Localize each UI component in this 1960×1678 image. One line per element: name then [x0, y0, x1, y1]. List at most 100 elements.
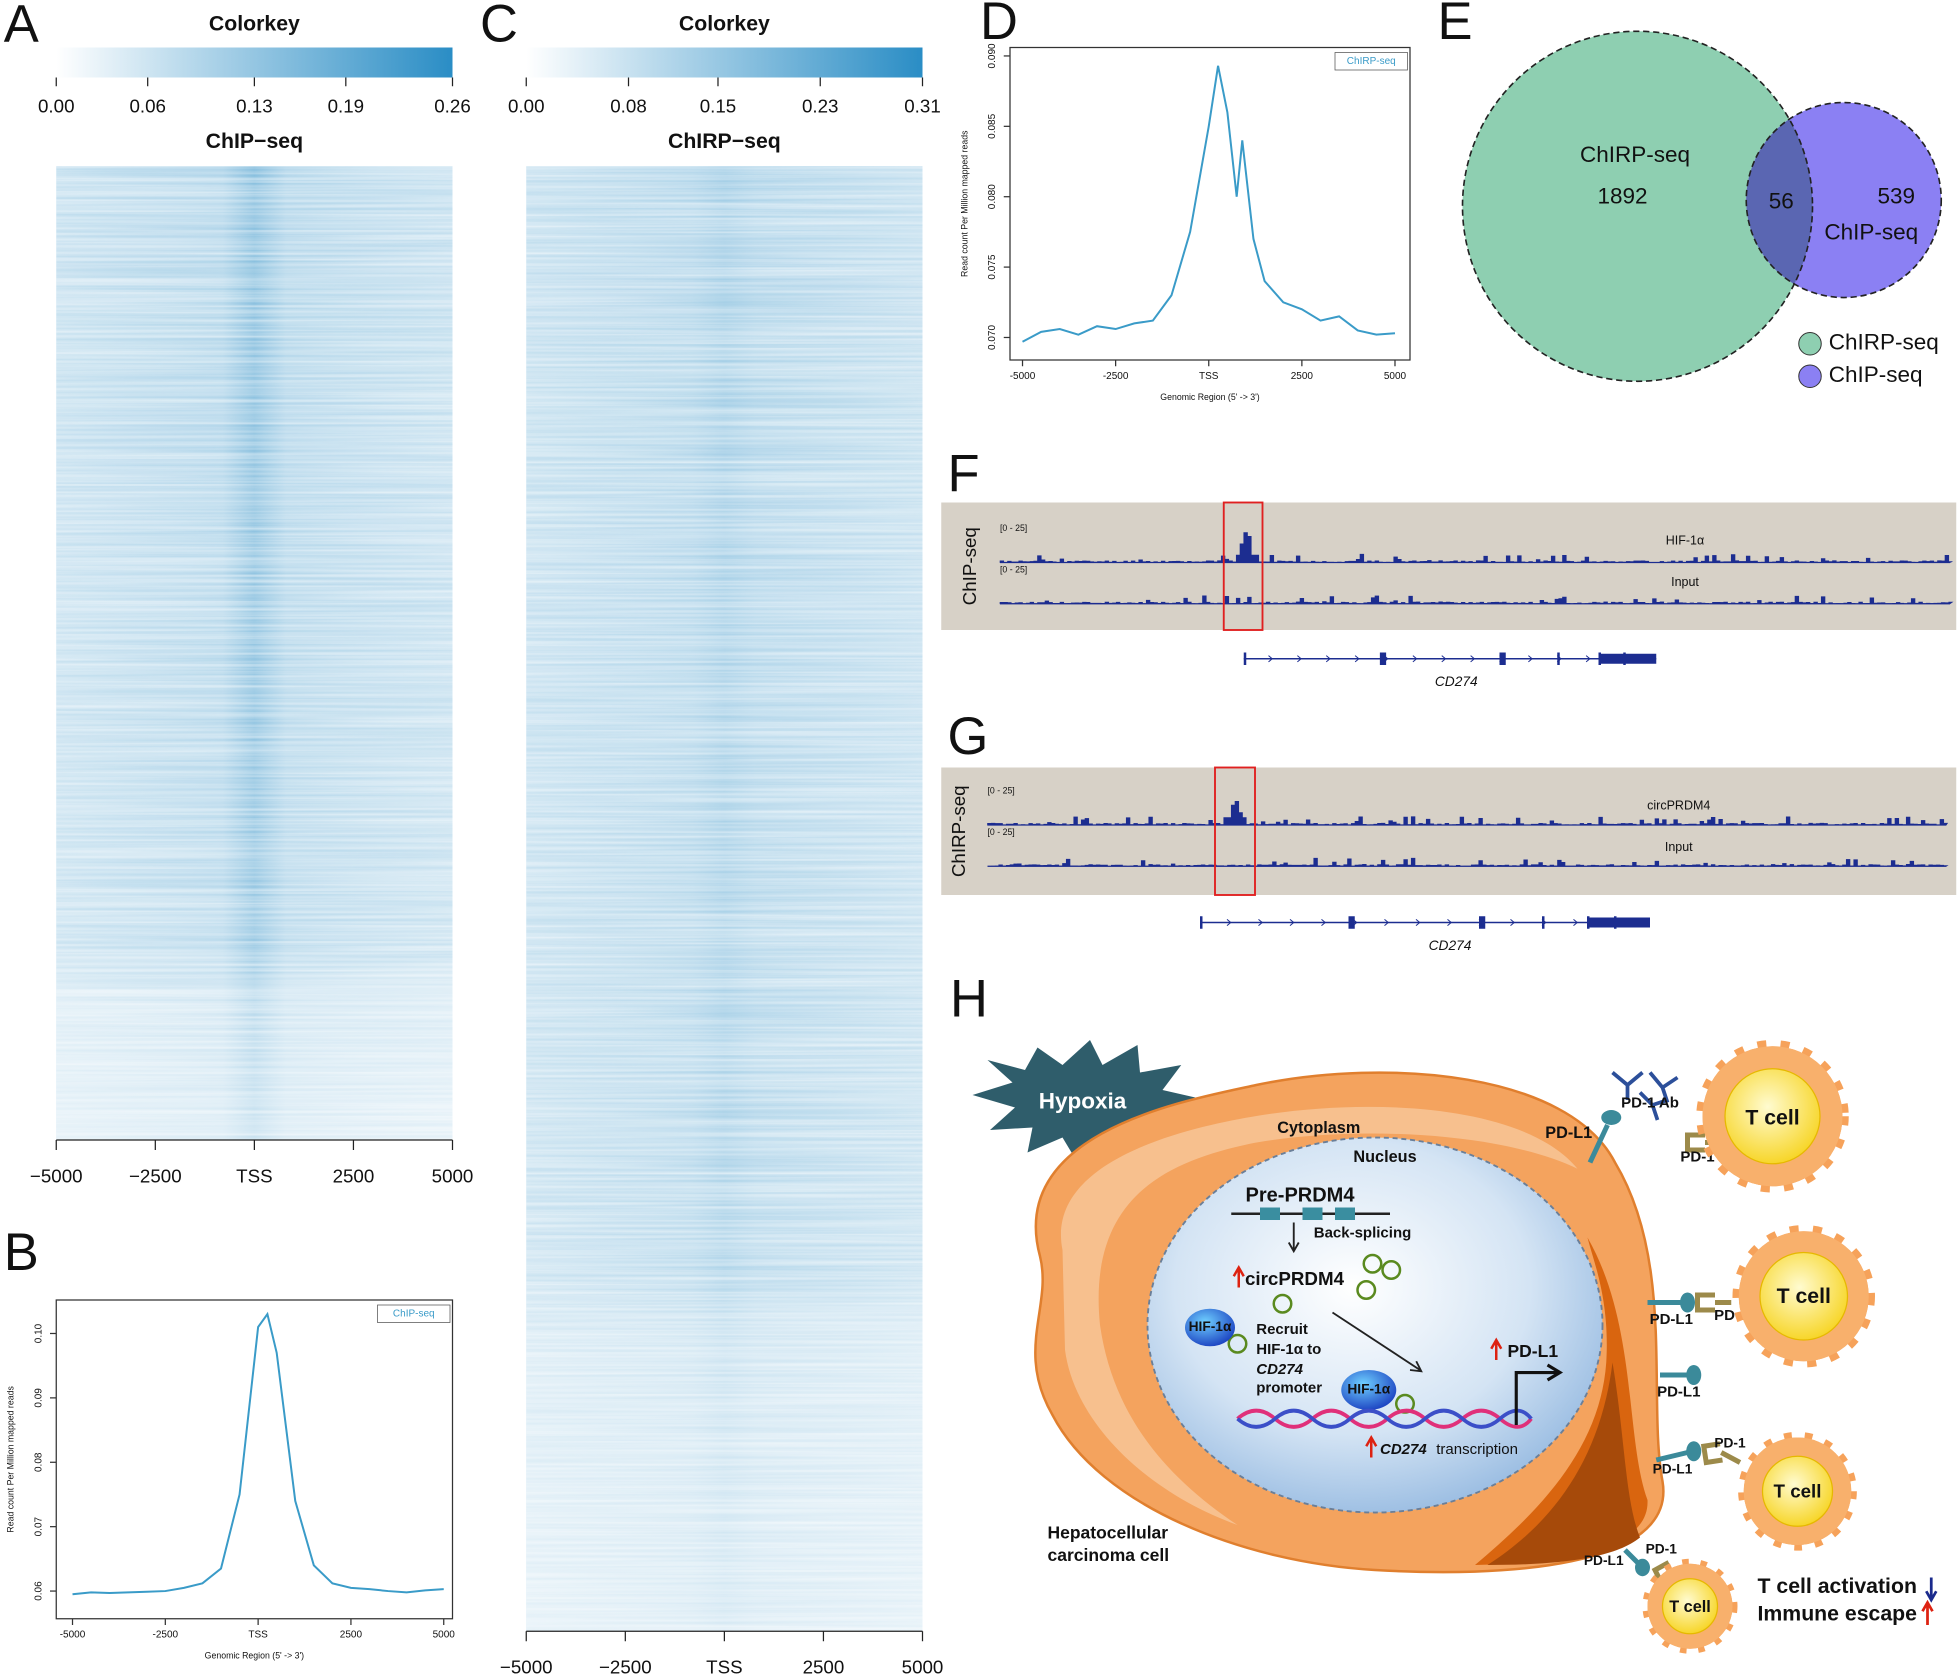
y-tick-label: 0.085	[987, 113, 998, 138]
gene-strand	[1289, 918, 1295, 927]
gene-strand	[1415, 918, 1421, 927]
panel-letter: A	[4, 0, 39, 53]
line-panel: D 0.070 0.075 0.080 0.085 0.090 -5000 -2500 TSS 2…	[959, 0, 1411, 402]
colorkey	[526, 47, 923, 78]
gene-strand	[1321, 918, 1327, 927]
set-count: 539	[1877, 183, 1915, 208]
nucleus	[1146, 1136, 1604, 1514]
heatmap-title: ChIP−seq	[206, 129, 303, 153]
plot-frame	[55, 1299, 454, 1620]
track-group-label: ChIRP-seq	[948, 785, 969, 877]
heatmap-panel: A Colorkey 0.00 0.06 0.13 0.19 0.26 ChIP−seq −50…	[4, 0, 474, 1186]
legend-box	[1334, 52, 1408, 71]
t-cell	[1732, 1224, 1875, 1368]
label: PD-L1	[1584, 1553, 1624, 1568]
highlight-box	[1222, 501, 1264, 631]
label: CD274	[1380, 1441, 1427, 1458]
x-tick-label: 5000	[902, 1657, 944, 1678]
colorkey-tick-label: 0.13	[236, 95, 273, 116]
x-tick-label: TSS	[248, 1630, 268, 1641]
genome-tracks: F ChIP-seq [0 - 25] [0 - 25] HIF-1α Input CD27…	[941, 444, 1957, 953]
up-arrow	[1232, 1264, 1245, 1288]
x-tick-label: 2500	[333, 1165, 375, 1186]
y-axis-label: Read count Per Million mapped reads	[959, 130, 969, 277]
x-tick-label: -5000	[1010, 371, 1036, 382]
track-signal	[999, 595, 1954, 605]
colorkey-tick-label: 0.00	[508, 95, 545, 116]
legend-label: ChIRP-seq	[1347, 56, 1396, 67]
gene-name: CD274	[1435, 674, 1478, 689]
track-name: Input	[1665, 840, 1693, 854]
exon	[1335, 1207, 1355, 1220]
label: Back-splicing	[1314, 1225, 1412, 1242]
y-tick-label: 0.10	[33, 1323, 44, 1343]
hif-protein	[1341, 1370, 1397, 1410]
gene-strand	[1441, 655, 1447, 663]
legend-label: ChIRP-seq	[1829, 330, 1939, 355]
t-cell	[1642, 1558, 1738, 1654]
panel-letter: E	[1438, 0, 1473, 51]
colorkey-tick-label: 0.31	[904, 95, 941, 116]
label: T cell	[1777, 1284, 1831, 1308]
panel-letter: C	[480, 0, 518, 53]
set-label: ChIRP-seq	[1580, 142, 1690, 167]
gene-strand	[1585, 655, 1591, 663]
colorkey-tick-label: 0.08	[610, 95, 647, 116]
track-range: [0 - 25]	[1000, 564, 1027, 574]
label: Hepatocellular	[1048, 1522, 1169, 1542]
gene-exon	[1598, 653, 1657, 664]
y-axis-label: Read count Per Million mapped reads	[6, 1386, 16, 1533]
legend-box	[377, 1304, 451, 1323]
label: HIF-1α	[1189, 1319, 1232, 1334]
label: T cell activation	[1758, 1574, 1917, 1598]
x-tick-label: −5000	[30, 1165, 83, 1186]
down-arrow	[1925, 1577, 1938, 1603]
track-background	[941, 767, 1957, 895]
gene-strand	[1268, 655, 1274, 663]
gene-strand	[1297, 655, 1302, 663]
cell-shadow-dark	[1487, 1362, 1640, 1565]
label: PD-1 Ab	[1621, 1095, 1679, 1112]
gene-strand	[1352, 918, 1358, 927]
charts: A Colorkey 0.00 0.06 0.13 0.19 0.26 ChIP−seq −50…	[4, 0, 1943, 1678]
mechanism-diagram: H Hypoxia Cytoplasm Nucleus Pre-PRDM4 Ba…	[950, 969, 1938, 1654]
colorkey-title: Colorkey	[209, 12, 300, 36]
x-tick-label: 2500	[803, 1657, 845, 1678]
label: PD-L1	[1508, 1341, 1559, 1361]
t-cell	[1738, 1431, 1857, 1551]
track-signal	[987, 800, 1949, 826]
t-cell	[1696, 1039, 1849, 1193]
y-tick-label: 0.090	[987, 43, 998, 68]
highlight-box	[1214, 766, 1256, 896]
up-arrow	[1365, 1434, 1378, 1458]
x-tick-label: 2500	[1291, 371, 1314, 382]
x-tick-label: 5000	[432, 1165, 474, 1186]
heatmap-title: ChIRP−seq	[668, 129, 781, 153]
gene-strand	[1528, 655, 1533, 663]
label: PD-L1	[1653, 1462, 1693, 1477]
gene-strand	[1478, 918, 1484, 927]
gene-strand	[1325, 655, 1331, 663]
x-axis-label: Genomic Region (5' -> 3')	[205, 1651, 304, 1661]
track-group-label: ChIP-seq	[959, 527, 980, 605]
x-tick-label: TSS	[706, 1657, 742, 1678]
label: Hypoxia	[1039, 1088, 1127, 1113]
x-tick-label: TSS	[236, 1165, 272, 1186]
panel-letter: G	[948, 707, 989, 766]
label: PD-L1	[1650, 1311, 1693, 1328]
panel-letter: H	[950, 969, 988, 1028]
y-tick-label: 0.08	[33, 1452, 44, 1472]
label: T cell	[1669, 1598, 1711, 1616]
venn-outline	[1461, 30, 1814, 383]
track-range: [0 - 25]	[988, 827, 1015, 837]
label: PD-1	[1714, 1435, 1746, 1450]
gene-strand	[1447, 918, 1453, 927]
label: PD-L1	[1545, 1124, 1592, 1142]
x-tick-label: −2500	[129, 1165, 182, 1186]
colorkey-tick-label: 0.19	[328, 95, 365, 116]
set-label: ChIP-seq	[1824, 220, 1918, 245]
label: carcinoma cell	[1048, 1545, 1170, 1565]
venn-panel: E ChIRP-seq 1892 56 539 ChIP-seq ChIRP-seq ChIP…	[1438, 0, 1943, 388]
receptors	[1587, 1071, 1742, 1589]
x-tick-label: 2500	[340, 1630, 363, 1641]
